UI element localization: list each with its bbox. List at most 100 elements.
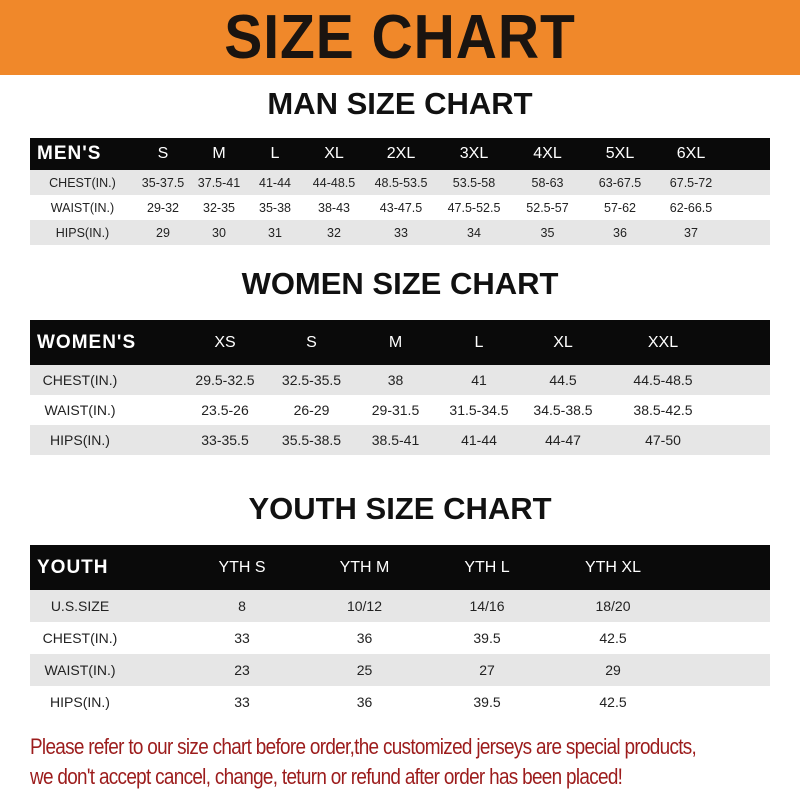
table-cell: 36 — [356, 630, 373, 646]
table-cell: 14/16 — [469, 598, 505, 614]
table-cell: 38 — [387, 372, 404, 388]
table-cell: 10/12 — [346, 598, 383, 614]
table-row: HIPS(IN.) 33 36 39.5 42.5 — [30, 686, 770, 718]
table-title-cell: WOMEN'S — [37, 331, 137, 353]
table-cell: 27 — [479, 662, 495, 678]
women-section-title: WOMEN SIZE CHART — [241, 266, 559, 301]
table-cell: 33 — [234, 630, 250, 646]
column-header: YTH XL — [584, 558, 641, 576]
table-cell: 36 — [356, 694, 373, 710]
table-cell: 53.5-58 — [452, 175, 496, 190]
table-cell: 62-66.5 — [669, 200, 713, 215]
column-header: S — [306, 333, 317, 351]
table-cell: 36 — [613, 225, 627, 240]
column-header: L — [474, 333, 484, 351]
table-cell: 35-37.5 — [141, 175, 185, 190]
table-cell: 32-35 — [203, 200, 235, 215]
table-row: U.S.SIZE 8 10/12 14/16 18/20 — [30, 590, 770, 622]
table-cell: 41 — [471, 372, 487, 388]
table-cell: 48.5-53.5 — [374, 175, 428, 190]
table-cell: 34 — [467, 225, 481, 240]
row-label: HIPS(IN.) — [50, 432, 110, 448]
table-cell: 8 — [238, 598, 246, 614]
row-label: CHEST(IN.) — [42, 630, 118, 646]
table-cell: 44.5 — [549, 372, 577, 388]
table-row: WAIST(IN.) 29-32 32-35 35-38 38-43 43-47.5 47.… — [30, 195, 770, 220]
row-label: HIPS(IN.) — [50, 694, 110, 710]
youth-section-title: YOUTH SIZE CHART — [248, 491, 552, 526]
table-cell: 44-48.5 — [312, 175, 356, 190]
table-cell: 33-35.5 — [201, 432, 249, 448]
column-header: 3XL — [459, 145, 489, 162]
column-header: S — [157, 145, 169, 162]
page-title: SIZE CHART — [224, 3, 576, 72]
row-label: HIPS(IN.) — [55, 225, 110, 240]
table-cell: 29 — [605, 662, 621, 678]
row-label: CHEST(IN.) — [42, 372, 118, 388]
table-row: HIPS(IN.) 29 30 31 32 33 34 35 36 37 — [30, 220, 770, 245]
notice-line: Please refer to our size chart before or… — [30, 734, 697, 759]
table-cell: 57-62 — [604, 200, 636, 215]
table-cell: 39.5 — [473, 694, 501, 710]
order-notice: Please refer to our size chart before or… — [30, 732, 778, 792]
table-cell: 38.5-41 — [371, 432, 420, 448]
row-label: WAIST(IN.) — [50, 200, 115, 215]
table-cell: 67.5-72 — [669, 175, 713, 190]
table-cell: 35-38 — [259, 200, 291, 215]
table-row: HIPS(IN.) 33-35.5 35.5-38.5 38.5-41 41-44 44-… — [30, 425, 770, 455]
table-cell: 34.5-38.5 — [533, 402, 593, 418]
column-header: M — [212, 145, 226, 162]
table-cell: 42.5 — [599, 630, 627, 646]
table-cell: 30 — [212, 225, 226, 240]
table-cell: 32.5-35.5 — [281, 372, 342, 388]
table-cell: 41-44 — [461, 432, 497, 448]
table-header-row: MEN'S S M L XL 2XL 3XL 4XL 5XL 6XL — [30, 138, 770, 170]
women-size-table: WOMEN'S XS S M L XL XXL CHEST(IN.) 29.5-32.5 32.5… — [30, 320, 770, 455]
table-header-row: YOUTH YTH S YTH M YTH L YTH XL — [30, 545, 770, 590]
table-cell: 29-31.5 — [371, 402, 420, 418]
table-cell: 37 — [684, 225, 698, 240]
title-banner: SIZE CHART — [0, 0, 800, 75]
table-cell: 44.5-48.5 — [633, 372, 693, 388]
column-header: 2XL — [386, 145, 416, 162]
column-header: M — [388, 333, 403, 351]
table-cell: 38-43 — [318, 200, 350, 215]
table-cell: 31 — [268, 225, 282, 240]
table-title-cell: YOUTH — [37, 556, 109, 578]
column-header: XXL — [647, 333, 679, 351]
column-header: 5XL — [605, 145, 635, 162]
column-header: YTH L — [464, 558, 510, 576]
table-cell: 31.5-34.5 — [449, 402, 509, 418]
table-cell: 44-47 — [545, 432, 581, 448]
table-cell: 35.5-38.5 — [281, 432, 342, 448]
table-cell: 18/20 — [595, 598, 631, 614]
table-cell: 33 — [394, 225, 408, 240]
table-cell: 43-47.5 — [379, 200, 423, 215]
table-cell: 58-63 — [531, 175, 564, 190]
table-cell: 33 — [234, 694, 250, 710]
column-header: 4XL — [533, 145, 562, 162]
table-cell: 29 — [156, 225, 170, 240]
column-header: 6XL — [676, 145, 706, 162]
table-cell: 47.5-52.5 — [447, 200, 501, 215]
table-cell: 42.5 — [599, 694, 627, 710]
table-cell: 38.5-42.5 — [633, 402, 693, 418]
table-cell: 52.5-57 — [526, 200, 569, 215]
men-section-title: MAN SIZE CHART — [267, 86, 533, 121]
youth-size-table: YOUTH YTH S YTH M YTH L YTH XL U.S.SIZE 8 10/12… — [30, 545, 770, 718]
column-header: XS — [214, 333, 236, 351]
table-row: CHEST(IN.) 29.5-32.5 32.5-35.5 38 41 44.5 44.5… — [30, 365, 770, 395]
table-cell: 39.5 — [473, 630, 501, 646]
column-header: XL — [553, 333, 573, 351]
table-cell: 25 — [356, 662, 373, 678]
table-cell: 29.5-32.5 — [195, 372, 255, 388]
table-title-cell: MEN'S — [37, 143, 102, 164]
table-row: WAIST(IN.) 23 25 27 29 — [30, 654, 770, 686]
column-header: XL — [324, 145, 344, 162]
notice-line: we don't accept cancel, change, teturn o… — [30, 764, 623, 789]
column-header: L — [270, 145, 280, 162]
row-label: WAIST(IN.) — [44, 402, 116, 418]
table-cell: 63-67.5 — [598, 175, 642, 190]
table-row: CHEST(IN.) 35-37.5 37.5-41 41-44 44-48.5 48.5… — [30, 170, 770, 195]
table-cell: 35 — [540, 225, 555, 240]
